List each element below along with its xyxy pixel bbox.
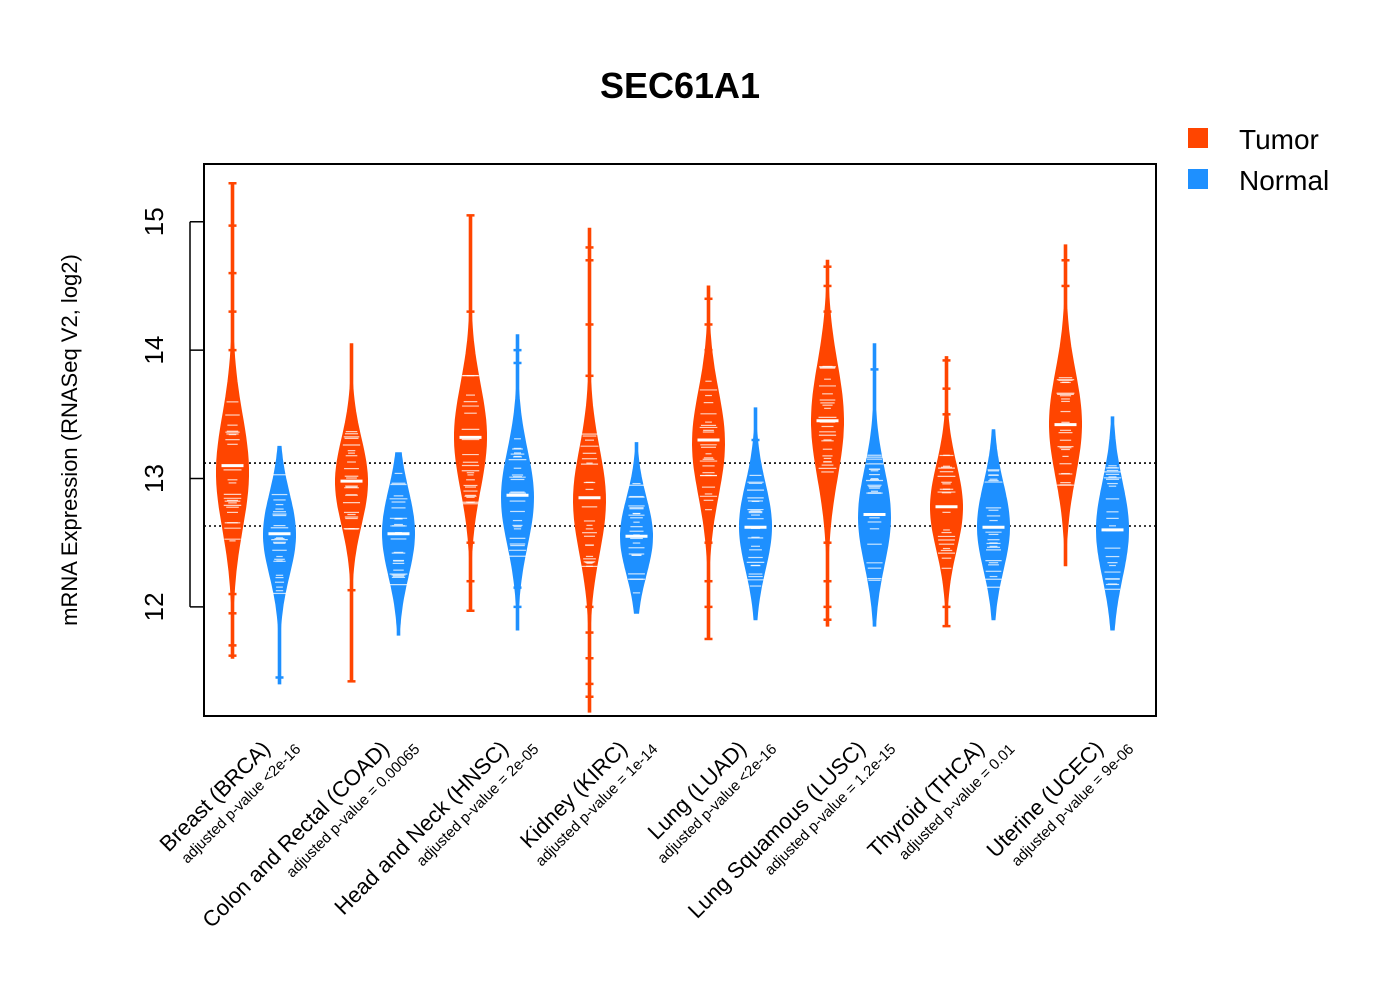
y-tick-label: 14 <box>139 336 169 365</box>
normal-violin <box>500 334 535 631</box>
tumor-violin <box>572 227 607 713</box>
normal-violin <box>977 429 1010 621</box>
y-axis: 12 13 14 15 <box>139 207 204 621</box>
tumor-violin <box>930 356 963 627</box>
y-tick-label: 15 <box>139 207 169 236</box>
normal-violin <box>1096 416 1129 631</box>
legend-swatch-tumor <box>1188 128 1208 148</box>
normal-violin <box>382 452 415 636</box>
y-tick-label: 12 <box>139 592 169 621</box>
y-tick-label: 13 <box>139 464 169 493</box>
legend: Tumor Normal <box>1188 124 1329 196</box>
normal-violin <box>739 407 772 621</box>
chart-title: SEC61A1 <box>600 65 760 106</box>
y-axis-label: mRNA Expression (RNASeq V2, log2) <box>57 254 82 626</box>
legend-swatch-normal <box>1188 169 1208 189</box>
legend-label-normal: Normal <box>1239 165 1329 196</box>
normal-violin <box>263 445 296 685</box>
tumor-violin <box>216 182 249 659</box>
tumor-violin <box>811 259 844 627</box>
tumor-violin <box>1049 244 1082 567</box>
normal-violin <box>620 442 653 614</box>
tumor-violin <box>691 285 726 640</box>
chart-marks <box>204 182 1156 713</box>
legend-label-tumor: Tumor <box>1239 124 1319 155</box>
plot-frame <box>203 163 1157 717</box>
x-axis: Breast (BRCA)adjusted p-value <2e-16Colo… <box>154 736 1137 933</box>
